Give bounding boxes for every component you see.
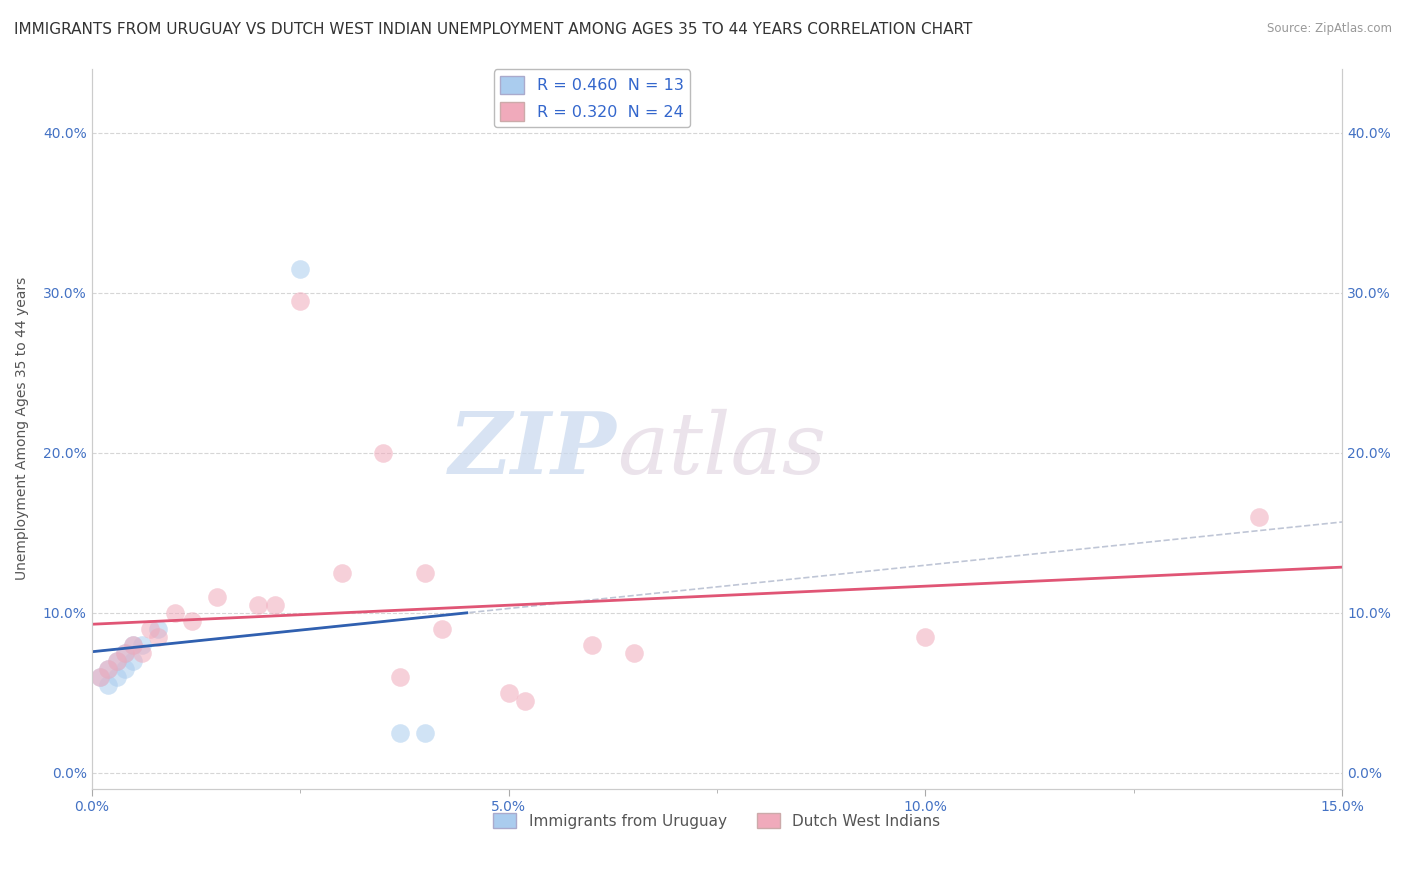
Point bbox=[114, 646, 136, 660]
Point bbox=[105, 653, 128, 667]
Point bbox=[105, 669, 128, 683]
Point bbox=[114, 646, 136, 660]
Point bbox=[97, 661, 120, 675]
Point bbox=[498, 685, 520, 699]
Point bbox=[97, 661, 120, 675]
Point bbox=[247, 598, 270, 612]
Point bbox=[139, 622, 162, 636]
Point bbox=[389, 725, 412, 739]
Point bbox=[264, 598, 287, 612]
Point bbox=[373, 445, 395, 459]
Point bbox=[131, 646, 153, 660]
Point bbox=[122, 638, 145, 652]
Point bbox=[288, 261, 311, 276]
Point bbox=[163, 606, 186, 620]
Point bbox=[413, 725, 436, 739]
Point bbox=[623, 646, 645, 660]
Point bbox=[131, 638, 153, 652]
Point bbox=[105, 653, 128, 667]
Point bbox=[148, 630, 170, 644]
Point bbox=[430, 622, 453, 636]
Point bbox=[515, 693, 537, 707]
Point bbox=[581, 638, 603, 652]
Point bbox=[180, 614, 202, 628]
Point bbox=[914, 630, 936, 644]
Point bbox=[1247, 509, 1270, 524]
Text: ZIP: ZIP bbox=[449, 409, 617, 491]
Point bbox=[288, 293, 311, 308]
Point bbox=[148, 622, 170, 636]
Legend: Immigrants from Uruguay, Dutch West Indians: Immigrants from Uruguay, Dutch West Indi… bbox=[488, 806, 946, 835]
Text: IMMIGRANTS FROM URUGUAY VS DUTCH WEST INDIAN UNEMPLOYMENT AMONG AGES 35 TO 44 YE: IMMIGRANTS FROM URUGUAY VS DUTCH WEST IN… bbox=[14, 22, 973, 37]
Point bbox=[389, 669, 412, 683]
Point bbox=[413, 566, 436, 580]
Point bbox=[122, 653, 145, 667]
Text: atlas: atlas bbox=[617, 409, 825, 491]
Point bbox=[89, 669, 111, 683]
Point bbox=[330, 566, 353, 580]
Y-axis label: Unemployment Among Ages 35 to 44 years: Unemployment Among Ages 35 to 44 years bbox=[15, 277, 30, 580]
Point bbox=[89, 669, 111, 683]
Text: Source: ZipAtlas.com: Source: ZipAtlas.com bbox=[1267, 22, 1392, 36]
Point bbox=[97, 677, 120, 691]
Point bbox=[114, 661, 136, 675]
Point bbox=[122, 638, 145, 652]
Point bbox=[205, 590, 228, 604]
